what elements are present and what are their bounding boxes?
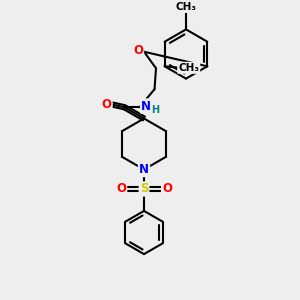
Text: N: N: [141, 100, 151, 112]
Text: O: O: [133, 44, 143, 57]
Text: O: O: [162, 182, 172, 196]
Text: O: O: [101, 98, 112, 111]
Text: CH₃: CH₃: [178, 63, 199, 73]
Text: S: S: [140, 182, 148, 196]
Text: H: H: [151, 105, 159, 115]
Text: CH₃: CH₃: [176, 2, 197, 12]
Text: N: N: [139, 163, 149, 176]
Text: O: O: [116, 182, 126, 196]
